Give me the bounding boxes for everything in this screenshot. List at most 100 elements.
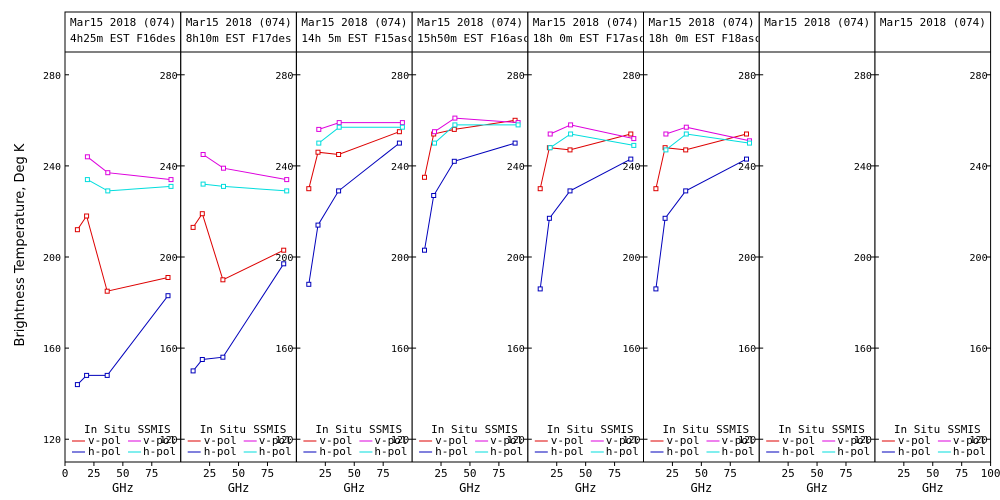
legend-insitu-hpol-label: h-pol [898, 445, 931, 458]
y-tick-label: 160 [854, 344, 872, 355]
panel-title-date: Mar15 2018 (074) [301, 16, 407, 29]
y-tick-label: 200 [854, 253, 872, 264]
data-point [512, 140, 518, 146]
data-point [628, 156, 634, 162]
x-tick-label: 75 [608, 467, 621, 480]
x-tick-label: 50 [116, 467, 129, 480]
x-tick-label: 50 [463, 467, 476, 480]
legend-ssmis-vpol-label: v-pol [374, 434, 407, 447]
legend-insitu-header: In Situ [200, 423, 246, 436]
legend-ssmis-vpol-label: v-pol [722, 434, 755, 447]
data-point [547, 131, 553, 137]
y-tick-label-left: 200 [43, 253, 61, 264]
panel-5: Mar15 2018 (074) 18h 0m EST F17asc 120 160 2… [527, 11, 644, 495]
series-line [308, 131, 400, 189]
x-tick-label: 25 [666, 467, 679, 480]
series-line [318, 122, 403, 130]
data-point [74, 382, 80, 388]
series-in-situ-h-pol [190, 261, 287, 374]
data-point [281, 261, 287, 267]
legend-insitu-header: In Situ [663, 423, 709, 436]
y-tick-label: 200 [507, 253, 525, 264]
x-axis-label: GHz [806, 481, 828, 495]
x-tick-label: 25 [782, 467, 795, 480]
data-point [547, 145, 553, 151]
y-tick-label-left: 160 [43, 344, 61, 355]
panel-title: Mar15 2018 (074) 4h25m EST F16des [70, 16, 176, 45]
y-tick-label: 120 [160, 435, 178, 446]
x-axis-label: GHz [228, 481, 250, 495]
panel-title-date: Mar15 2018 (074) [186, 16, 292, 29]
panel-title: Mar15 2018 (074) [880, 16, 986, 29]
data-point [653, 186, 659, 192]
legend-insitu-vpol-label: v-pol [319, 434, 352, 447]
data-point [451, 158, 457, 164]
data-point [284, 177, 290, 183]
data-point [199, 211, 205, 217]
legend-ssmis-header: SSMIS [947, 423, 980, 436]
legend-insitu-header: In Situ [431, 423, 477, 436]
x-tick-label: 50 [695, 467, 708, 480]
data-point [515, 122, 521, 128]
data-point [568, 122, 574, 128]
x-axis-label: GHz [922, 481, 944, 495]
panel-title: Mar15 2018 (074) 18h 0m EST F17asc [533, 16, 643, 45]
x-tick-label: 50 [232, 467, 245, 480]
legend-ssmis-header: SSMIS [716, 423, 749, 436]
panel-title-date: Mar15 2018 (074) [649, 16, 755, 29]
panel-title-time: 4h25m EST F16des [70, 32, 176, 45]
data-point [190, 224, 196, 230]
data-point [84, 177, 90, 183]
panel-title-date: Mar15 2018 (074) [70, 16, 176, 29]
data-point [220, 277, 226, 283]
data-point [537, 286, 543, 292]
panel-6: Mar15 2018 (074) 18h 0m EST F18asc 120 160 2… [643, 11, 760, 495]
data-point [199, 357, 205, 362]
series-in-situ-h-pol [653, 156, 749, 292]
series-line [434, 124, 519, 144]
series-ssmis-h-pol [547, 131, 637, 151]
y-tick-label: 240 [275, 162, 293, 173]
data-point [221, 165, 226, 171]
legend-ssmis-vpol-label: v-pol [837, 434, 870, 447]
y-tick-label: 240 [507, 162, 525, 173]
panel-title-date: Mar15 2018 (074) [880, 16, 986, 29]
y-tick-label: 240 [391, 162, 409, 173]
y-tick-label: 280 [854, 71, 872, 82]
series-line [76, 214, 169, 292]
data-point [399, 124, 405, 130]
data-point [546, 215, 552, 221]
legend-ssmis-hpol-label: h-pol [953, 445, 986, 458]
data-point [306, 281, 312, 287]
legend-ssmis-vpol-label: v-pol [490, 434, 523, 447]
data-point [284, 188, 290, 194]
data-point [336, 124, 342, 130]
legend-insitu-hpol-label: h-pol [204, 445, 237, 458]
data-point [744, 131, 749, 137]
y-tick-label: 280 [275, 71, 293, 82]
data-point [104, 372, 110, 378]
series-ssmis-v-pol [316, 120, 405, 132]
y-tick-label: 240 [622, 162, 640, 173]
panel-title: Mar15 2018 (074) 14h 5m EST F15asc [301, 16, 411, 45]
series-ssmis-h-pol [84, 177, 174, 194]
series-line [203, 183, 287, 192]
y-tick-label: 200 [391, 253, 409, 264]
y-tick-label: 200 [738, 253, 756, 264]
data-point [306, 186, 312, 192]
y-tick-label: 200 [970, 253, 988, 264]
data-point [104, 288, 110, 294]
legend-insitu-vpol-label: v-pol [551, 434, 584, 447]
panel-title-date: Mar15 2018 (074) [533, 16, 639, 29]
data-point [683, 124, 689, 130]
x-tick-label: 25 [203, 467, 216, 480]
data-point [315, 149, 321, 155]
data-point [567, 188, 573, 194]
y-tick-label: 160 [391, 344, 409, 355]
data-point [200, 181, 206, 187]
